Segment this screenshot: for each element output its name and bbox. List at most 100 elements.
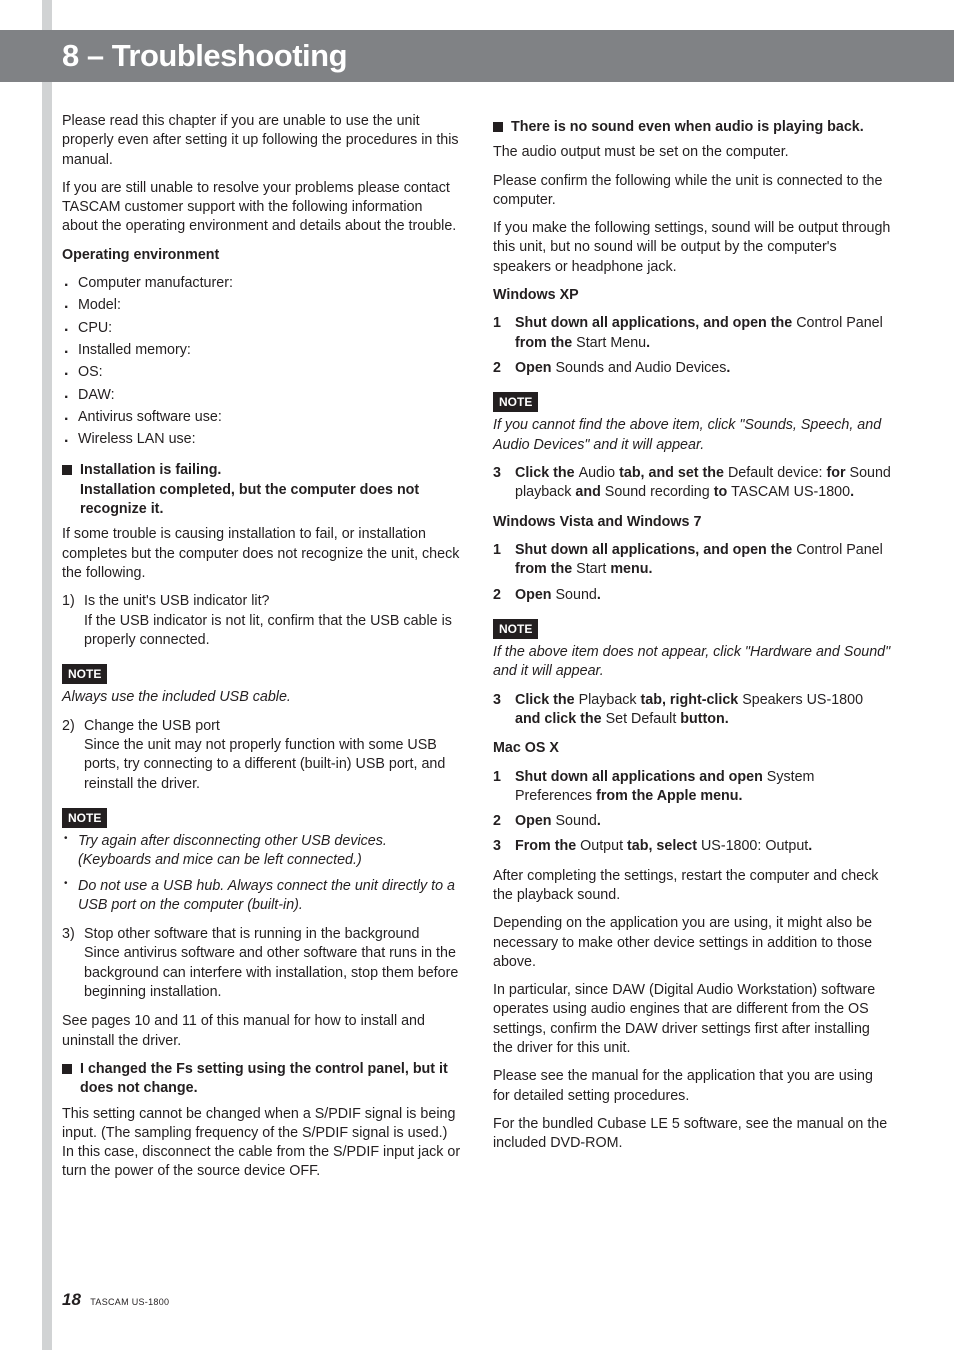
step-number: 2: [493, 812, 515, 831]
step-number: 3): [62, 925, 84, 1002]
chapter-header: 8 – Troubleshooting: [0, 30, 954, 82]
square-bullet-icon: [493, 122, 503, 132]
step-number: 2): [62, 717, 84, 794]
step-number: 3: [493, 837, 515, 856]
left-column: Please read this chapter if you are unab…: [62, 112, 461, 1191]
nosound-paragraph-2: Please confirm the following while the u…: [493, 172, 892, 211]
mac-step-3: 3 From the Output tab, select US-1800: O…: [493, 837, 892, 856]
vista-step-2: 2 Open Sound.: [493, 586, 892, 605]
after-paragraph-3: In particular, since DAW (Digital Audio …: [493, 981, 892, 1058]
xp-step-1: 1 Shut down all applications, and open t…: [493, 314, 892, 353]
note-body-1: Always use the included USB cable.: [62, 688, 461, 707]
issue-heading-fs: I changed the Fs setting using the contr…: [62, 1060, 461, 1099]
env-item: Installed memory:: [62, 341, 461, 360]
note-bullet: Do not use a USB hub. Always connect the…: [62, 877, 461, 916]
intro-paragraph-1: Please read this chapter if you are unab…: [62, 112, 461, 170]
fs-paragraph: This setting cannot be changed when a S/…: [62, 1105, 461, 1182]
step-text: From the Output tab, select US-1800: Out…: [515, 837, 892, 856]
note-tag: NOTE: [62, 664, 107, 684]
step-text: Open Sound.: [515, 586, 892, 605]
chapter-title: 8 – Troubleshooting: [62, 38, 954, 74]
operating-env-heading: Operating environment: [62, 246, 461, 265]
right-column: There is no sound even when audio is pla…: [493, 112, 892, 1191]
after-paragraph-2: Depending on the application you are usi…: [493, 914, 892, 972]
windows-vista-heading: Windows Vista and Windows 7: [493, 513, 892, 532]
xp-step-3: 3 Click the Audio tab, and set the Defau…: [493, 464, 892, 503]
env-item: Antivirus software use:: [62, 408, 461, 427]
note-bullet-list: Try again after disconnecting other USB …: [62, 832, 461, 915]
env-item: CPU:: [62, 319, 461, 338]
step-text: Open Sound.: [515, 812, 892, 831]
issue-heading-installation: Installation is failing. Installation co…: [62, 461, 461, 519]
env-item: Wireless LAN use:: [62, 430, 461, 449]
windows-vista-steps: 1 Shut down all applications, and open t…: [493, 541, 892, 605]
step-3-line-2: Since antivirus software and other softw…: [84, 945, 458, 1000]
issue-line-1: Installation is failing.: [80, 462, 221, 478]
note-xp-body: If you cannot find the above item, click…: [493, 416, 892, 455]
page: 8 – Troubleshooting Please read this cha…: [0, 0, 954, 1350]
step-text: Shut down all applications and open Syst…: [515, 768, 892, 807]
troubleshoot-steps: 3) Stop other software that is running i…: [62, 925, 461, 1002]
step-text: Shut down all applications, and open the…: [515, 541, 892, 580]
step-number: 1): [62, 592, 84, 650]
vista-step-3: 3 Click the Playback tab, right-click Sp…: [493, 691, 892, 730]
step-text: Stop other software that is running in t…: [84, 925, 461, 1002]
after-paragraph-1: After completing the settings, restart t…: [493, 867, 892, 906]
windows-vista-steps-cont: 3 Click the Playback tab, right-click Sp…: [493, 691, 892, 730]
macosx-steps: 1 Shut down all applications and open Sy…: [493, 768, 892, 857]
step-number: 1: [493, 768, 515, 807]
step-2-line-1: Change the USB port: [84, 718, 220, 734]
step-3-line-1: Stop other software that is running in t…: [84, 926, 419, 942]
step-number: 3: [493, 691, 515, 730]
step-number: 1: [493, 541, 515, 580]
content-columns: Please read this chapter if you are unab…: [0, 112, 954, 1191]
mac-step-1: 1 Shut down all applications and open Sy…: [493, 768, 892, 807]
step-number: 3: [493, 464, 515, 503]
after-paragraph-5: For the bundled Cubase LE 5 software, se…: [493, 1115, 892, 1154]
step-text: Is the unit's USB indicator lit? If the …: [84, 592, 461, 650]
nosound-paragraph-1: The audio output must be set on the comp…: [493, 143, 892, 162]
step-text: Click the Playback tab, right-click Spea…: [515, 691, 892, 730]
after-paragraph-4: Please see the manual for the applicatio…: [493, 1067, 892, 1106]
step-number: 2: [493, 586, 515, 605]
page-number: 18: [62, 1290, 81, 1309]
step-2: 2) Change the USB port Since the unit ma…: [62, 717, 461, 794]
square-bullet-icon: [62, 1064, 72, 1074]
windows-xp-heading: Windows XP: [493, 286, 892, 305]
note-bullet: Try again after disconnecting other USB …: [62, 832, 461, 871]
note-tag: NOTE: [62, 808, 107, 828]
install-paragraph: If some trouble is causing installation …: [62, 525, 461, 583]
troubleshoot-steps: 2) Change the USB port Since the unit ma…: [62, 717, 461, 794]
product-name: TASCAM US-1800: [90, 1297, 169, 1307]
env-item: DAW:: [62, 386, 461, 405]
env-item: OS:: [62, 363, 461, 382]
step-1-line-2: If the USB indicator is not lit, confirm…: [84, 613, 452, 648]
xp-step-2: 2 Open Sounds and Audio Devices.: [493, 359, 892, 378]
note-tag: NOTE: [493, 619, 538, 639]
nosound-paragraph-3: If you make the following settings, soun…: [493, 219, 892, 277]
issue-heading-text: I changed the Fs setting using the contr…: [80, 1060, 461, 1099]
step-text: Open Sounds and Audio Devices.: [515, 359, 892, 378]
step-2-line-2: Since the unit may not properly function…: [84, 737, 445, 792]
note-tag: NOTE: [493, 392, 538, 412]
operating-env-list: Computer manufacturer: Model: CPU: Insta…: [62, 274, 461, 449]
step-number: 2: [493, 359, 515, 378]
issue-heading-nosound: There is no sound even when audio is pla…: [493, 118, 892, 137]
issue-heading-text: Installation is failing. Installation co…: [80, 461, 461, 519]
intro-paragraph-2: If you are still unable to resolve your …: [62, 179, 461, 237]
step-1: 1) Is the unit's USB indicator lit? If t…: [62, 592, 461, 650]
vista-step-1: 1 Shut down all applications, and open t…: [493, 541, 892, 580]
mac-step-2: 2 Open Sound.: [493, 812, 892, 831]
note-vista-body: If the above item does not appear, click…: [493, 643, 892, 682]
step-3: 3) Stop other software that is running i…: [62, 925, 461, 1002]
macosx-heading: Mac OS X: [493, 739, 892, 758]
step-number: 1: [493, 314, 515, 353]
step-1-line-1: Is the unit's USB indicator lit?: [84, 593, 270, 609]
page-footer: 18 TASCAM US-1800: [62, 1290, 169, 1310]
issue-heading-text: There is no sound even when audio is pla…: [511, 118, 892, 137]
step-text: Change the USB port Since the unit may n…: [84, 717, 461, 794]
troubleshoot-steps: 1) Is the unit's USB indicator lit? If t…: [62, 592, 461, 650]
issue-line-2: Installation completed, but the computer…: [80, 482, 419, 517]
step-text: Click the Audio tab, and set the Default…: [515, 464, 892, 503]
windows-xp-steps-cont: 3 Click the Audio tab, and set the Defau…: [493, 464, 892, 503]
